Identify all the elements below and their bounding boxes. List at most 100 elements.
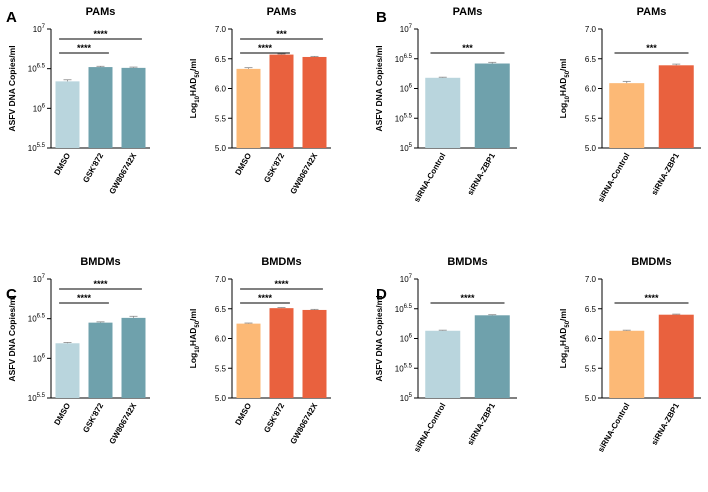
x-tick-label: GW806742X xyxy=(289,151,320,196)
chart-title: PAMs xyxy=(86,6,116,18)
y-tick-label: 5.5 xyxy=(215,364,227,373)
chart-panel-5: BMDMs 105.5 106 106.5 107 ASFV DNA Copies/ml D… xyxy=(7,256,150,446)
y-tick-label: 5.0 xyxy=(215,144,227,153)
y-tick-label: 105.5 xyxy=(395,113,413,123)
x-tick-label: DMSO xyxy=(52,402,72,427)
y-tick-label: 5.0 xyxy=(215,394,227,403)
bar-2 xyxy=(88,322,113,398)
bar-3 xyxy=(302,56,327,149)
y-tick-label: 5.0 xyxy=(585,144,597,153)
y-tick-label: 106 xyxy=(400,84,413,94)
x-tick-label: DMSO xyxy=(233,152,253,177)
y-axis-label: Log10HAD50/ml xyxy=(558,59,571,119)
x-tick-label: siRNA-ZBP1 xyxy=(650,401,682,447)
chart-panel-6: BMDMs 5.0 5.5 6.0 6.5 7.0 Log10HAD50/ml DMSO GSK… xyxy=(188,256,331,446)
significance-label: **** xyxy=(77,43,92,53)
chart-title: BMDMs xyxy=(80,256,120,268)
y-tick-label: 107 xyxy=(400,24,413,34)
y-tick-label: 106 xyxy=(33,353,46,363)
bar-2 xyxy=(658,65,694,148)
bar-2 xyxy=(474,63,510,149)
y-tick-label: 5.5 xyxy=(585,114,597,123)
x-tick-label: siRNA-ZBP1 xyxy=(466,401,498,447)
x-tick-label: GSK'872 xyxy=(262,151,286,184)
x-tick-label: GSK'872 xyxy=(262,401,286,434)
bar-1 xyxy=(236,323,261,398)
x-tick-label: GW806742X xyxy=(289,401,320,446)
significance-label: **** xyxy=(274,279,289,289)
y-tick-label: 6.5 xyxy=(585,55,597,64)
y-tick-label: 105.5 xyxy=(395,363,413,373)
y-tick-label: 5.5 xyxy=(585,364,597,373)
chart-panel-7: BMDMs 105 105.5 106 106.5 107 ASFV DNA Copies/… xyxy=(374,256,517,454)
y-tick-label: 6.5 xyxy=(215,305,227,314)
y-tick-label: 6.5 xyxy=(215,55,227,64)
x-tick-label: siRNA-Control xyxy=(596,402,631,454)
y-tick-label: 5.0 xyxy=(585,394,597,403)
y-tick-label: 6.0 xyxy=(585,85,597,94)
panel-letter-d: D xyxy=(376,286,387,303)
significance-label: **** xyxy=(93,279,108,289)
y-tick-label: 7.0 xyxy=(215,275,227,284)
bar-1 xyxy=(55,81,80,148)
y-tick-label: 107 xyxy=(33,24,46,34)
x-tick-label: siRNA-ZBP1 xyxy=(650,151,682,197)
y-axis-label: ASFV DNA Copies/ml xyxy=(7,45,17,131)
chart-title: BMDMs xyxy=(447,256,487,268)
y-tick-label: 106 xyxy=(33,103,46,113)
bar-3 xyxy=(302,309,327,398)
y-tick-label: 7.0 xyxy=(215,25,227,34)
y-tick-label: 106.5 xyxy=(28,64,46,74)
bar-1 xyxy=(609,83,645,148)
y-axis-label: ASFV DNA Copies/ml xyxy=(7,295,17,381)
bar-1 xyxy=(425,77,461,148)
y-tick-label: 5.5 xyxy=(215,114,227,123)
y-tick-label: 106.5 xyxy=(28,314,46,324)
chart-title: PAMs xyxy=(453,6,483,18)
chart-title: PAMs xyxy=(267,6,297,18)
significance-label: *** xyxy=(462,43,473,53)
y-tick-label: 105.5 xyxy=(28,393,46,403)
chart-title: BMDMs xyxy=(261,256,301,268)
y-axis-label: ASFV DNA Copies/ml xyxy=(374,295,384,381)
y-tick-label: 7.0 xyxy=(585,275,597,284)
significance-label: **** xyxy=(644,293,659,303)
chart-panel-3: PAMs 105 105.5 106 106.5 107 ASFV DNA Copies/m… xyxy=(374,6,517,204)
y-tick-label: 106 xyxy=(400,334,413,344)
x-tick-label: siRNA-Control xyxy=(596,152,631,204)
y-tick-label: 6.0 xyxy=(215,85,227,94)
x-tick-label: GSK'872 xyxy=(81,151,105,184)
y-tick-label: 107 xyxy=(33,274,46,284)
x-tick-label: DMSO xyxy=(52,152,72,177)
bar-3 xyxy=(121,67,146,148)
chart-panel-2: PAMs 5.0 5.5 6.0 6.5 7.0 Log10HAD50/ml DMSO GSK'… xyxy=(188,6,331,196)
panel-letter-c: C xyxy=(6,286,17,303)
bar-2 xyxy=(269,54,294,148)
y-tick-label: 6.0 xyxy=(215,335,227,344)
bar-2 xyxy=(658,314,694,398)
x-tick-label: siRNA-Control xyxy=(412,152,447,204)
bar-1 xyxy=(609,330,645,398)
chart-title: PAMs xyxy=(637,6,667,18)
x-tick-label: GW806742X xyxy=(108,151,139,196)
y-tick-label: 7.0 xyxy=(585,25,597,34)
significance-label: **** xyxy=(460,293,475,303)
bar-1 xyxy=(425,330,461,398)
bar-1 xyxy=(236,68,261,148)
y-tick-label: 106.5 xyxy=(395,304,413,314)
chart-panel-8: BMDMs 5.0 5.5 6.0 6.5 7.0 Log10HAD50/ml siRNA-C… xyxy=(558,256,701,454)
y-tick-label: 106.5 xyxy=(395,54,413,64)
bar-1 xyxy=(55,343,80,398)
bar-2 xyxy=(474,315,510,398)
y-tick-label: 6.0 xyxy=(585,335,597,344)
significance-label: **** xyxy=(258,293,273,303)
x-tick-label: siRNA-ZBP1 xyxy=(466,151,498,197)
chart-panel-1: PAMs 105.5 106 106.5 107 ASFV DNA Copies/ml DM… xyxy=(7,6,150,196)
significance-label: *** xyxy=(276,29,287,39)
x-tick-label: GSK'872 xyxy=(81,401,105,434)
bar-2 xyxy=(88,67,113,148)
x-tick-label: GW806742X xyxy=(108,401,139,446)
y-tick-label: 107 xyxy=(400,274,413,284)
chart-title: BMDMs xyxy=(631,256,671,268)
